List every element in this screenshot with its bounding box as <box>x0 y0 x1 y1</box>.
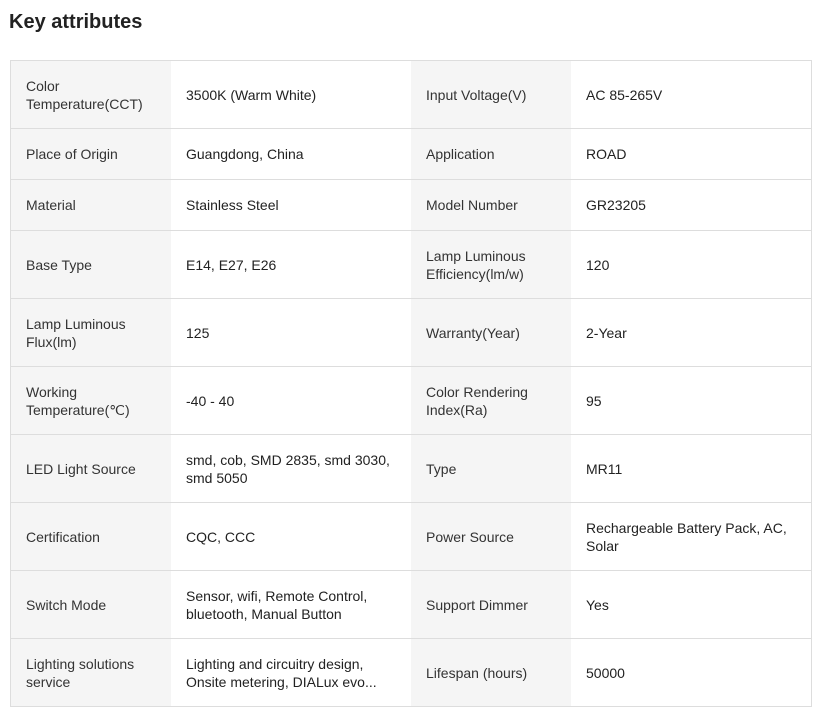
attribute-value: AC 85-265V <box>571 60 812 129</box>
attribute-value: Stainless Steel <box>171 179 411 231</box>
attribute-label: Color Rendering Index(Ra) <box>411 366 571 435</box>
attribute-row: Material Stainless Steel Model Number GR232… <box>10 179 812 231</box>
attributes-table: Color Temperature(CCT) 3500K (Warm White)… <box>10 60 812 707</box>
attribute-label: Lamp Luminous Flux(lm) <box>10 298 171 367</box>
attribute-label: Power Source <box>411 502 571 571</box>
attribute-label: Place of Origin <box>10 128 171 180</box>
attribute-value: CQC, CCC <box>171 502 411 571</box>
attribute-value: MR11 <box>571 434 812 503</box>
section-title: Key attributes <box>9 11 143 33</box>
attribute-value: 3500K (Warm White) <box>171 60 411 129</box>
attribute-value: ROAD <box>571 128 812 180</box>
attribute-label: Lamp Luminous Efficiency(lm/w) <box>411 230 571 299</box>
attribute-value: Lighting and circuitry design, Onsite me… <box>171 638 411 707</box>
attribute-value: Yes <box>571 570 812 639</box>
attribute-value: 95 <box>571 366 812 435</box>
attribute-value: Sensor, wifi, Remote Control, bluetooth,… <box>171 570 411 639</box>
attribute-label: Lifespan (hours) <box>411 638 571 707</box>
attribute-value: 120 <box>571 230 812 299</box>
attribute-label: Warranty(Year) <box>411 298 571 367</box>
attribute-value: -40 - 40 <box>171 366 411 435</box>
attribute-row: Base Type E14, E27, E26 Lamp Luminous Effi… <box>10 230 812 299</box>
attribute-row: Color Temperature(CCT) 3500K (Warm White)… <box>10 60 812 129</box>
attribute-value: 50000 <box>571 638 812 707</box>
attribute-label: Material <box>10 179 171 231</box>
attribute-label: Color Temperature(CCT) <box>10 60 171 129</box>
attribute-row: LED Light Source smd, cob, SMD 2835, smd … <box>10 434 812 503</box>
attribute-row: Lighting solutions service Lighting and c… <box>10 638 812 707</box>
attribute-label: Support Dimmer <box>411 570 571 639</box>
attribute-row: Lamp Luminous Flux(lm) 125 Warranty(Year) 2… <box>10 298 812 367</box>
attribute-value: GR23205 <box>571 179 812 231</box>
attribute-label: Certification <box>10 502 171 571</box>
attribute-value: E14, E27, E26 <box>171 230 411 299</box>
attribute-label: Model Number <box>411 179 571 231</box>
attribute-row: Place of Origin Guangdong, China Applicati… <box>10 128 812 180</box>
attribute-label: Switch Mode <box>10 570 171 639</box>
attribute-label: Base Type <box>10 230 171 299</box>
attribute-row: Switch Mode Sensor, wifi, Remote Control,… <box>10 570 812 639</box>
attribute-value: Guangdong, China <box>171 128 411 180</box>
attribute-value: 125 <box>171 298 411 367</box>
attribute-row: Working Temperature(℃) -40 - 40 Color Rend… <box>10 366 812 435</box>
attribute-row: Certification CQC, CCC Power Source Recharg… <box>10 502 812 571</box>
attribute-value: 2-Year <box>571 298 812 367</box>
attribute-label: LED Light Source <box>10 434 171 503</box>
attribute-label: Working Temperature(℃) <box>10 366 171 435</box>
attribute-label: Lighting solutions service <box>10 638 171 707</box>
attribute-label: Input Voltage(V) <box>411 60 571 129</box>
attribute-value: smd, cob, SMD 2835, smd 3030, smd 5050 <box>171 434 411 503</box>
attribute-label: Type <box>411 434 571 503</box>
attribute-label: Application <box>411 128 571 180</box>
attribute-value: Rechargeable Battery Pack, AC, Solar <box>571 502 812 571</box>
